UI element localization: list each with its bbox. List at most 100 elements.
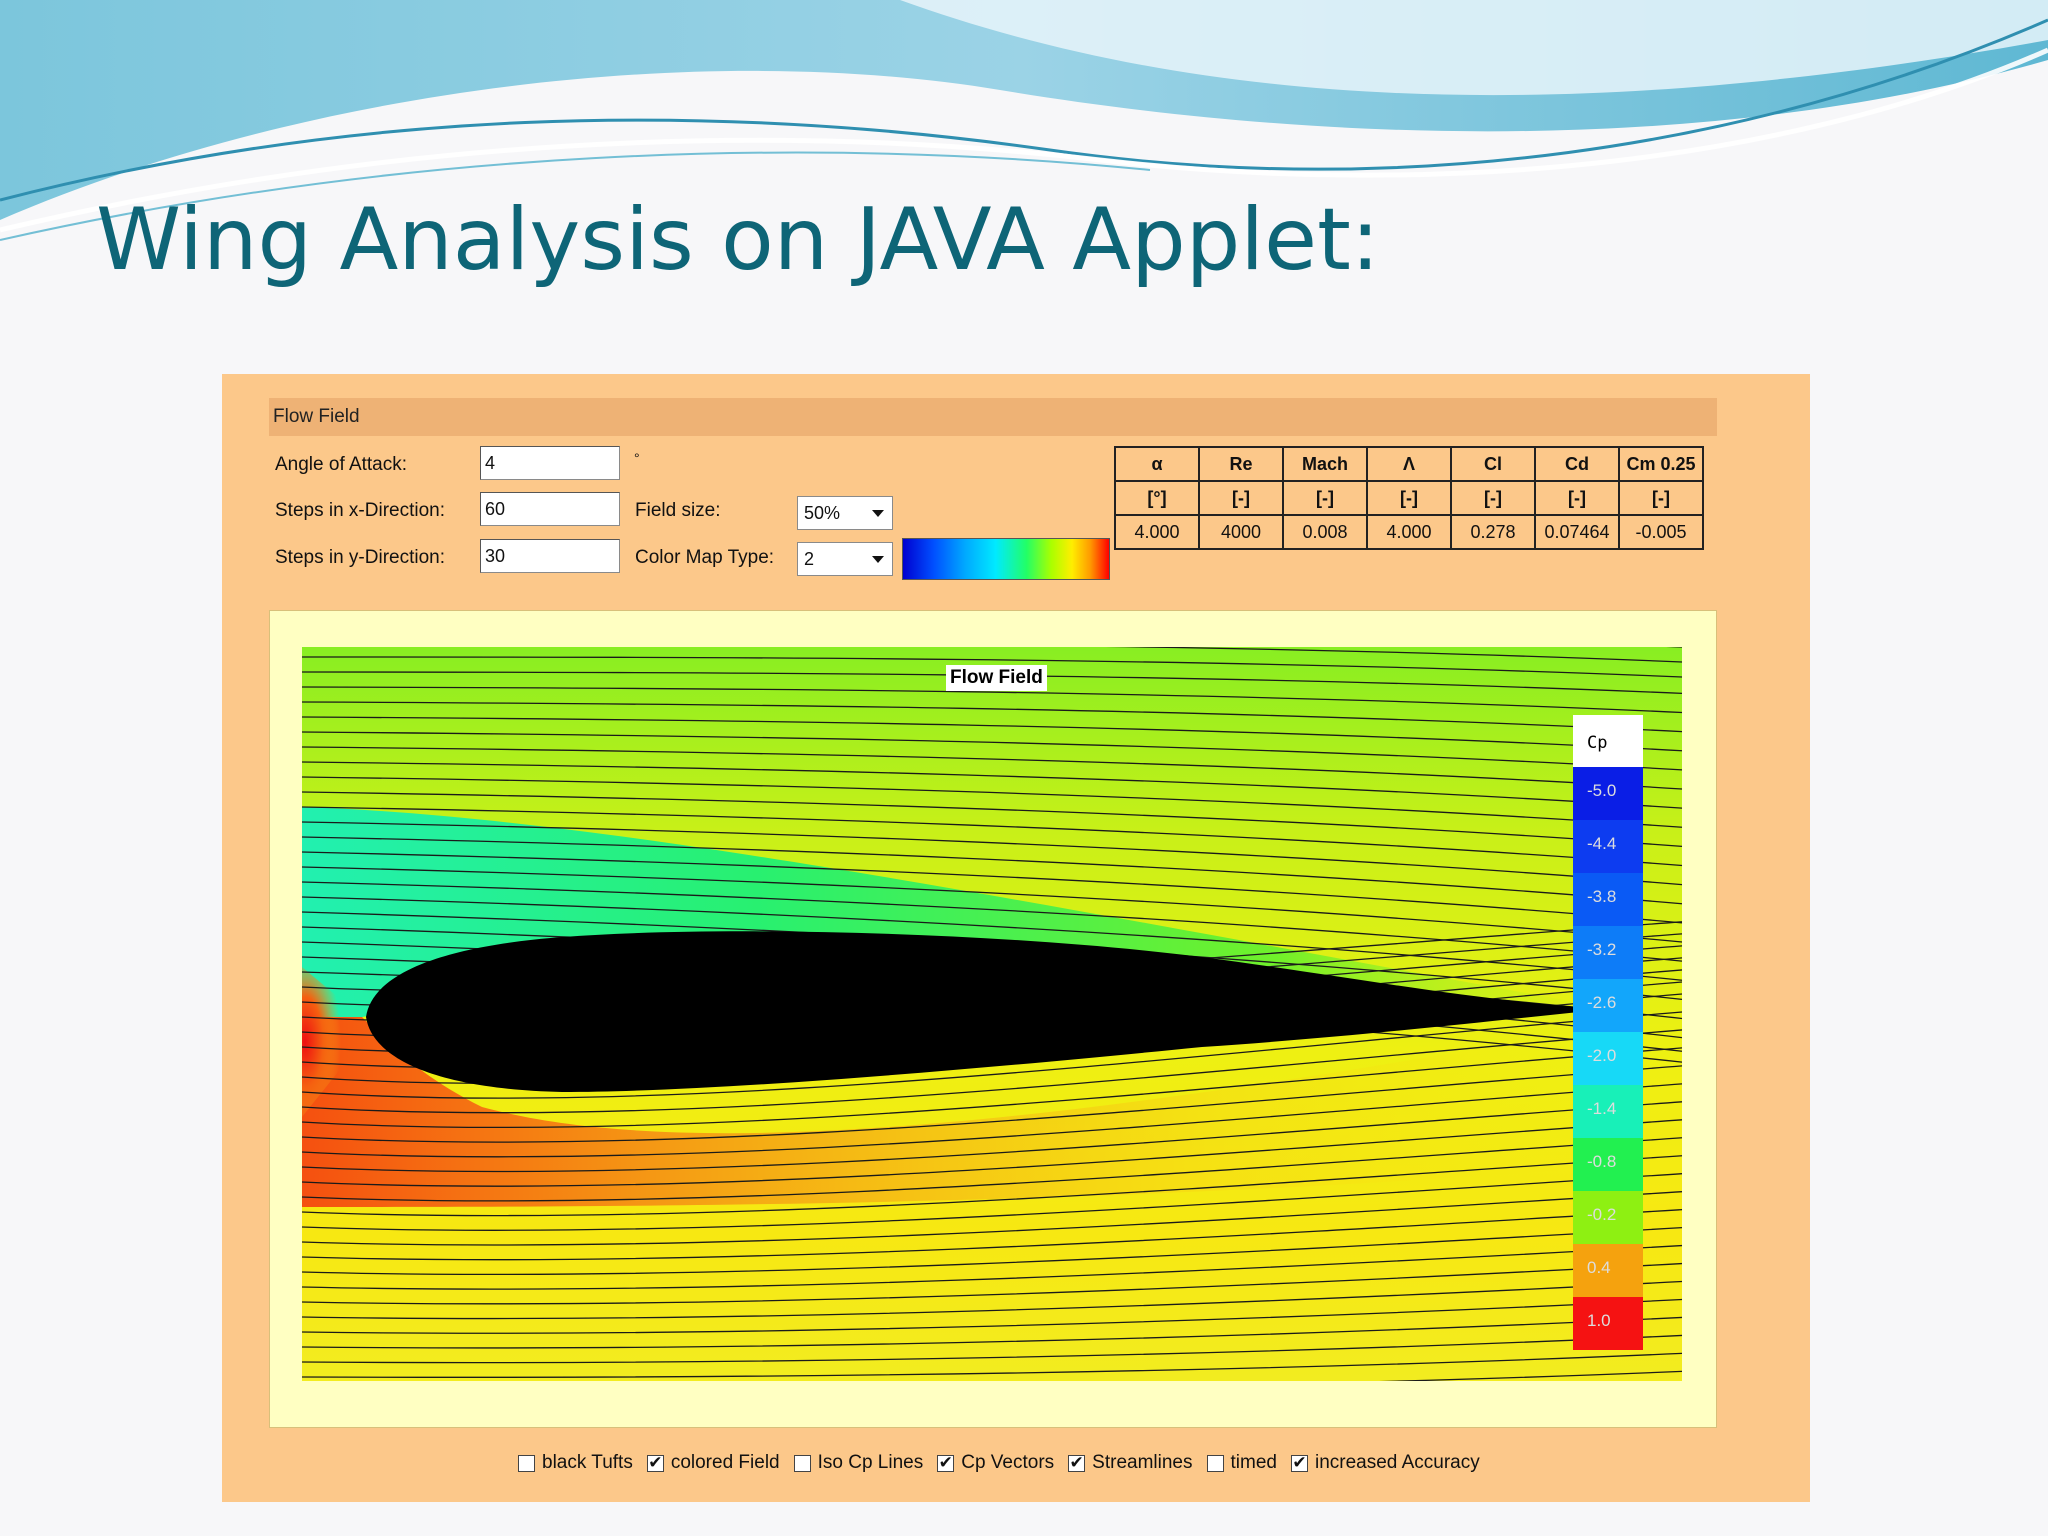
streamline (302, 1280, 1682, 1320)
option-label: Cp Vectors (961, 1452, 1055, 1473)
panel-header: Flow Field (269, 398, 1717, 436)
results-value-row: 4.000 4000 0.008 4.000 0.278 0.07464 -0.… (1114, 514, 1704, 550)
streamline (302, 1155, 1682, 1217)
cp-legend-swatch: -2.6 (1573, 979, 1643, 1032)
streamline (302, 776, 1682, 828)
streamline (302, 1352, 1682, 1378)
streamline (302, 836, 1682, 905)
field-size-dropdown[interactable]: 50% (797, 496, 893, 530)
streamline (1379, 1370, 1682, 1381)
streamline (302, 881, 1682, 962)
results-unit-cell: [-] (1282, 480, 1368, 516)
steps-y-input[interactable] (480, 539, 620, 573)
results-unit-cell: [-] (1618, 480, 1704, 516)
java-applet-window: Flow Field Angle of Attack: ° Steps in x… (222, 374, 1810, 1502)
option-label: timed (1230, 1452, 1277, 1473)
streamline (302, 746, 1682, 790)
streamline (302, 656, 1682, 678)
streamline (302, 1029, 1682, 1114)
slide-title: Wing Analysis on JAVA Applet: (96, 190, 1380, 290)
option-cp-vectors[interactable]: ✔ Cp Vectors (937, 1452, 1054, 1474)
steps-x-label: Steps in x-Direction: (275, 500, 446, 521)
cp-legend-swatch: -0.2 (1573, 1191, 1643, 1244)
streamline (302, 1191, 1682, 1246)
streamline (302, 896, 1682, 981)
streamline (302, 1316, 1682, 1349)
streamline (302, 1137, 1682, 1202)
cp-legend-swatch: -3.2 (1573, 926, 1643, 979)
display-options: black Tufts ✔ colored Field Iso Cp Lines ✔ Cp… (518, 1448, 1494, 1478)
results-header-cell: α (1114, 446, 1200, 482)
checkbox-unchecked-icon[interactable] (1206, 1454, 1224, 1472)
plot-frame: Flow Field Cp -5.0 -4.4 -3.8 -3.2 -2.6 -2.0 -1… (269, 610, 1717, 1428)
streamline (302, 731, 1682, 771)
cp-legend-title: Cp (1573, 715, 1643, 767)
option-label: black Tufts (542, 1452, 633, 1473)
results-unit-cell: [°] (1114, 480, 1200, 516)
cp-legend-swatch: 1.0 (1573, 1297, 1643, 1350)
color-map-type-dropdown[interactable]: 2 (797, 542, 893, 576)
airfoil-shape (366, 931, 1607, 1092)
streamline (302, 1334, 1682, 1364)
steps-y-label: Steps in y-Direction: (275, 547, 446, 568)
color-map-type-label: Color Map Type: (635, 547, 775, 568)
streamline (302, 1065, 1682, 1143)
checkbox-checked-icon[interactable]: ✔ (646, 1452, 664, 1473)
streamline-group (302, 647, 1682, 1381)
field-size-value: 50% (804, 503, 841, 523)
angle-of-attack-label: Angle of Attack: (275, 454, 408, 475)
checkbox-checked-icon[interactable]: ✔ (1068, 1452, 1086, 1473)
option-black-tufts[interactable]: black Tufts (518, 1452, 633, 1474)
option-streamlines[interactable]: ✔ Streamlines (1068, 1452, 1193, 1474)
streamline (302, 716, 1682, 752)
checkbox-checked-icon[interactable]: ✔ (937, 1452, 955, 1473)
results-value-cell: -0.005 (1618, 514, 1704, 550)
streamline (302, 866, 1682, 943)
streamline (1105, 647, 1682, 663)
streamline (302, 1208, 1682, 1261)
plot-title: Flow Field (946, 665, 1047, 691)
streamline (302, 1262, 1682, 1305)
option-colored-field[interactable]: ✔ colored Field (646, 1452, 780, 1474)
results-unit-cell: [-] (1534, 480, 1620, 516)
results-value-cell: 4.000 (1114, 514, 1200, 550)
results-unit-cell: [-] (1450, 480, 1536, 516)
angle-of-attack-input[interactable] (480, 446, 620, 480)
color-map-type-value: 2 (804, 549, 815, 569)
streamline (302, 1226, 1682, 1276)
option-increased-accuracy[interactable]: ✔ increased Accuracy (1290, 1452, 1480, 1474)
option-label: Streamlines (1092, 1452, 1193, 1473)
streamline (302, 821, 1682, 886)
option-label: colored Field (670, 1452, 780, 1473)
option-iso-cp-lines[interactable]: Iso Cp Lines (793, 1452, 924, 1474)
cp-legend-swatch: -4.4 (1573, 820, 1643, 873)
flow-field-plot[interactable] (302, 647, 1682, 1381)
color-map-preview (902, 538, 1110, 580)
streamline (302, 806, 1682, 867)
cp-legend-swatch: 0.4 (1573, 1244, 1643, 1297)
streamline (302, 791, 1682, 848)
results-unit-row: [°] [-] [-] [-] [-] [-] [-] (1114, 480, 1704, 516)
checkbox-checked-icon[interactable]: ✔ (1290, 1452, 1308, 1473)
results-value-cell: 0.07464 (1534, 514, 1620, 550)
results-header-cell: Mach (1282, 446, 1368, 482)
cp-legend: Cp -5.0 -4.4 -3.8 -3.2 -2.6 -2.0 -1.4 -0.8 -0.2 0… (1573, 715, 1643, 1350)
cp-legend-swatch: -2.0 (1573, 1032, 1643, 1085)
results-unit-cell: [-] (1366, 480, 1452, 516)
steps-x-input[interactable] (480, 492, 620, 526)
slide-header-waves (0, 0, 2048, 241)
streamline (302, 1011, 1682, 1099)
results-header-row: α Re Mach Λ Cl Cd Cm 0.25 (1114, 446, 1704, 482)
option-timed[interactable]: timed (1206, 1452, 1277, 1474)
chevron-down-icon (872, 510, 884, 517)
cp-legend-swatch: -1.4 (1573, 1085, 1643, 1138)
results-header-cell: Cd (1534, 446, 1620, 482)
checkbox-unchecked-icon[interactable] (518, 1454, 535, 1472)
streamline (302, 1298, 1682, 1334)
streamline (302, 686, 1682, 714)
option-label: Iso Cp Lines (817, 1452, 924, 1473)
option-label: increased Accuracy (1314, 1452, 1480, 1473)
checkbox-unchecked-icon[interactable] (793, 1454, 811, 1472)
degree-unit: ° (634, 450, 640, 466)
results-table: α Re Mach Λ Cl Cd Cm 0.25 [°] [-] [-] [-… (1114, 446, 1704, 550)
